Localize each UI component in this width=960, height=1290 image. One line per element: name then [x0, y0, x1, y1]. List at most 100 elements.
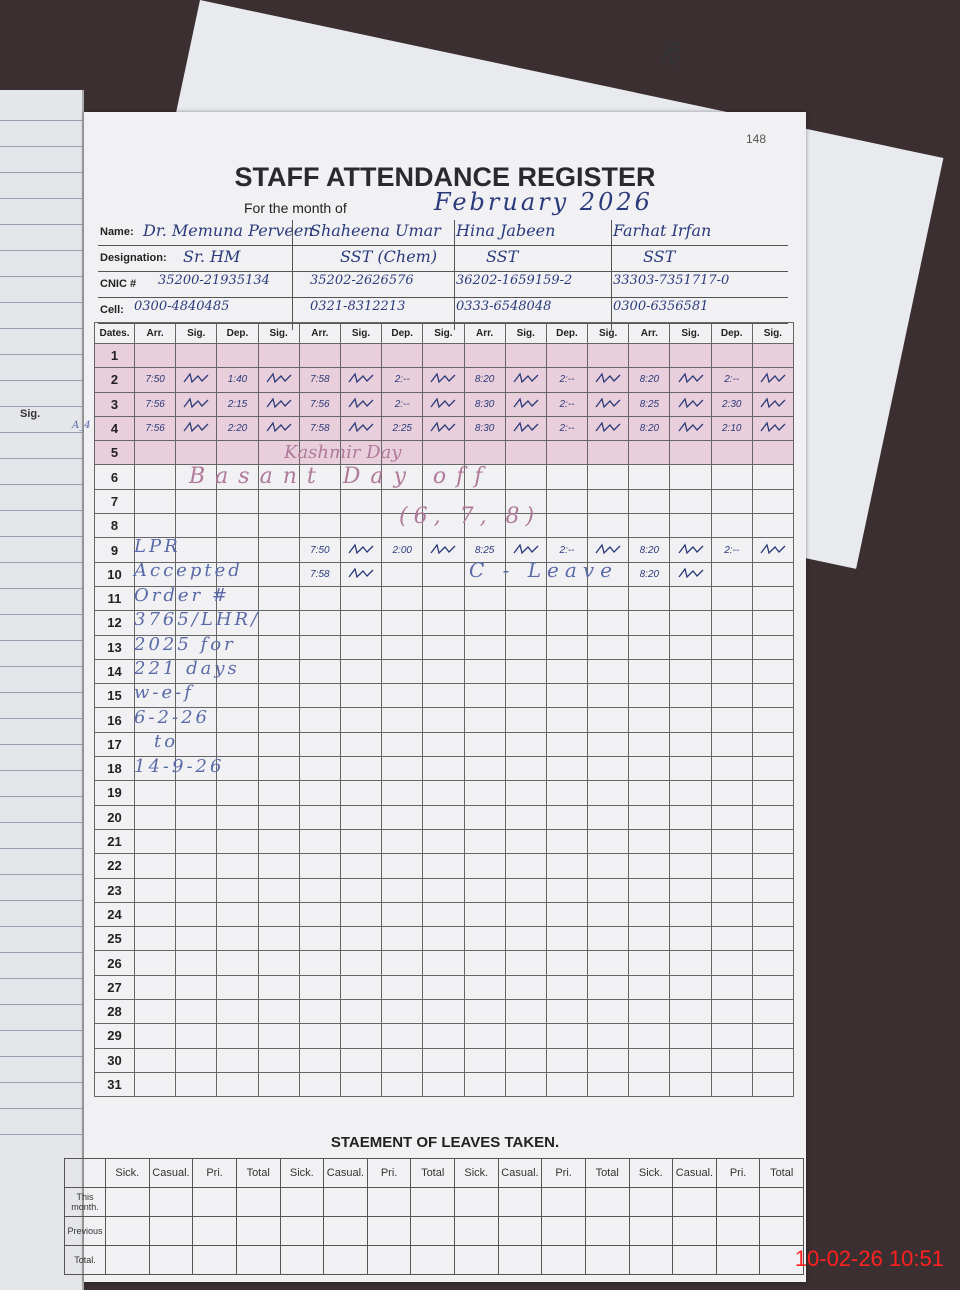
- ruled-line: [0, 302, 82, 303]
- ruled-line: [0, 458, 82, 459]
- empty-cell: [463, 1047, 506, 1073]
- signature-scribble: [183, 421, 209, 433]
- leave-cell: [148, 1245, 194, 1275]
- empty-cell: [422, 999, 465, 1025]
- leave-cell: [715, 1245, 761, 1275]
- empty-cell: [216, 513, 259, 539]
- empty-cell: [175, 950, 218, 976]
- staff-designation: Sr. HM: [183, 247, 241, 266]
- empty-cell: [257, 926, 300, 952]
- leave-col-header: Sick.: [279, 1158, 325, 1188]
- ruled-line: [0, 588, 82, 589]
- empty-cell: [422, 1047, 465, 1073]
- empty-cell: [298, 853, 341, 879]
- leave-col-header: Total: [235, 1158, 281, 1188]
- empty-cell: [257, 974, 300, 1001]
- ruled-line: [0, 432, 82, 433]
- leave-cell: [410, 1245, 455, 1275]
- empty-cell: [175, 901, 218, 928]
- empty-cell: [669, 999, 712, 1025]
- empty-cell: [216, 1071, 259, 1098]
- empty-cell: [298, 999, 341, 1025]
- empty-cell: [133, 1023, 177, 1049]
- empty-cell: [669, 342, 712, 369]
- empty-cell: [175, 1047, 218, 1073]
- empty-cell: [216, 853, 259, 879]
- leave-cell: [497, 1216, 543, 1246]
- empty-cell: [545, 488, 589, 515]
- empty-cell: [751, 756, 795, 782]
- empty-cell: [422, 950, 465, 976]
- date-cell: 10: [94, 561, 135, 587]
- empty-cell: [381, 1023, 424, 1049]
- empty-cell: [504, 926, 547, 952]
- ruled-line: [0, 120, 82, 121]
- empty-cell: [710, 780, 753, 806]
- lpr-note-line: 14-9-26: [134, 755, 225, 777]
- empty-cell: [64, 1158, 106, 1188]
- empty-cell: [463, 926, 506, 952]
- leave-col-header: Sick.: [628, 1158, 674, 1188]
- lpr-note-line: 221 days: [134, 658, 240, 679]
- departure-time: 2:--: [381, 367, 424, 393]
- leave-cell: [497, 1187, 543, 1217]
- empty-cell: [175, 877, 218, 903]
- arrival-time: 8:20: [628, 415, 671, 442]
- leave-row-label: Total.: [64, 1245, 106, 1275]
- arrival-time: 7:58: [298, 415, 341, 442]
- empty-cell: [381, 731, 424, 758]
- empty-cell: [628, 974, 671, 1001]
- arrival-time: 8:20: [628, 561, 671, 587]
- empty-cell: [545, 877, 589, 903]
- empty-cell: [216, 828, 259, 855]
- empty-cell: [298, 634, 341, 660]
- leave-cell: [541, 1187, 586, 1217]
- empty-cell: [710, 1023, 753, 1049]
- ruled-line: [0, 1030, 82, 1031]
- arrival-time: 8:30: [463, 391, 506, 417]
- table-row: 11: [94, 585, 795, 612]
- dates-header: Dates.: [94, 322, 135, 344]
- departure-signature: [751, 561, 795, 587]
- empty-cell: [216, 780, 259, 806]
- empty-cell: [628, 585, 671, 612]
- table-row: 12: [94, 610, 795, 636]
- info-row-cnic: CNIC # 35200-21935134 35202-2626576 36202-1…: [98, 272, 788, 298]
- leave-cell: [323, 1216, 368, 1246]
- empty-cell: [710, 926, 753, 952]
- empty-cell: [504, 1047, 547, 1073]
- empty-cell: [628, 683, 671, 709]
- arrival-time: 7:58: [298, 561, 341, 587]
- signature-scribble: [595, 421, 621, 433]
- ruled-line: [0, 900, 82, 901]
- leave-cell: [628, 1187, 674, 1217]
- empty-cell: [751, 513, 795, 539]
- empty-cell: [587, 974, 630, 1001]
- arrival-signature: [504, 391, 547, 417]
- empty-cell: [339, 756, 383, 782]
- empty-cell: [216, 731, 259, 758]
- empty-cell: [381, 901, 424, 928]
- empty-cell: [545, 756, 589, 782]
- ruled-line: [0, 562, 82, 563]
- col-header: Sig.: [751, 322, 795, 344]
- date-cell: 5: [94, 440, 135, 466]
- empty-cell: [175, 926, 218, 952]
- col-header: Sig.: [669, 322, 712, 344]
- empty-cell: [175, 853, 218, 879]
- leaves-table: Sick. Casual. Pri. Total Sick. Casual. Pri. Tot…: [64, 1158, 804, 1275]
- empty-cell: [628, 707, 671, 733]
- empty-cell: [587, 901, 630, 928]
- empty-cell: [669, 707, 712, 733]
- empty-cell: [628, 1047, 671, 1073]
- staff-designation: SST: [643, 247, 676, 266]
- empty-cell: [710, 731, 753, 758]
- leave-cell: [759, 1245, 804, 1275]
- empty-cell: [175, 464, 218, 490]
- arrival-time: 7:56: [133, 391, 177, 417]
- leave-cell: [105, 1187, 150, 1217]
- arrival-time: 7:56: [298, 391, 341, 417]
- empty-cell: [669, 683, 712, 709]
- empty-cell: [504, 1023, 547, 1049]
- empty-cell: [463, 1023, 506, 1049]
